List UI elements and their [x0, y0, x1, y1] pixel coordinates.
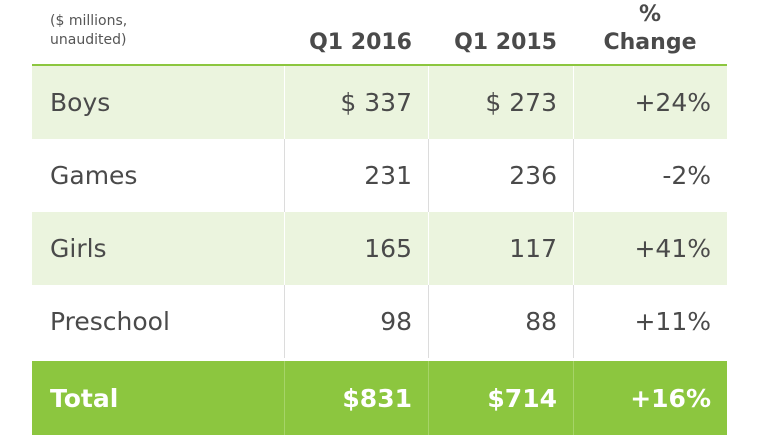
table-row: Boys $ 337 $ 273 +24% — [32, 66, 727, 139]
revenue-table: ($ millions, unaudited) Q1 2016 Q1 2015 … — [32, 0, 727, 435]
unit-note-line1: ($ millions, — [50, 13, 128, 29]
total-change: +16% — [573, 361, 727, 435]
header-pct-change: % Change — [573, 0, 727, 64]
cell-change: +24% — [573, 66, 727, 139]
total-row: Total $831 $714 +16% — [32, 361, 727, 435]
row-label: Girls — [50, 234, 107, 263]
header-q1-2016: Q1 2016 — [309, 30, 412, 55]
cell-change: +11% — [573, 285, 727, 358]
cell-q1-2015: $ 273 — [428, 66, 573, 139]
cell-q1-2015: 88 — [428, 285, 573, 358]
header-q1-2015: Q1 2015 — [454, 30, 557, 55]
header-change-word: Change — [603, 30, 697, 55]
cell-q1-2016: $ 337 — [284, 66, 428, 139]
table-row: Games 231 236 -2% — [32, 139, 727, 212]
cell-q1-2015: 236 — [428, 139, 573, 212]
row-label: Boys — [50, 88, 111, 117]
cell-change: -2% — [573, 139, 727, 212]
cell-q1-2016: 165 — [284, 212, 428, 285]
table-row: Preschool 98 88 +11% — [32, 285, 727, 358]
cell-change: +41% — [573, 212, 727, 285]
table-row: Girls 165 117 +41% — [32, 212, 727, 285]
unit-note-line2: unaudited) — [50, 32, 127, 48]
unit-note: ($ millions, unaudited) — [32, 0, 284, 64]
table-header: ($ millions, unaudited) Q1 2016 Q1 2015 … — [32, 0, 727, 66]
cell-q1-2016: 98 — [284, 285, 428, 358]
cell-q1-2016: 231 — [284, 139, 428, 212]
total-q1-2016: $831 — [284, 361, 428, 435]
row-label: Preschool — [50, 307, 170, 336]
total-label: Total — [50, 383, 119, 413]
header-pct-symbol: % — [638, 2, 662, 27]
cell-q1-2015: 117 — [428, 212, 573, 285]
row-label: Games — [50, 161, 138, 190]
total-q1-2015: $714 — [428, 361, 573, 435]
